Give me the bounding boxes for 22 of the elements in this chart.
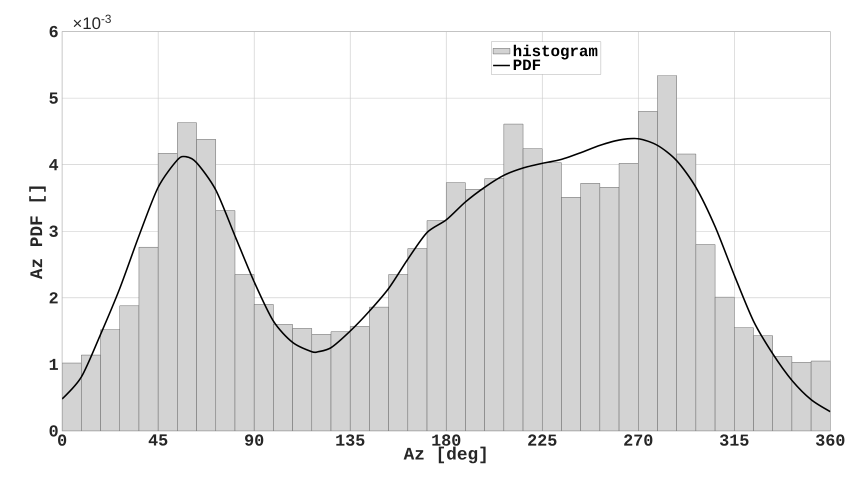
x-tick-label: 45 — [148, 434, 168, 446]
x-tick-label: 0 — [58, 434, 66, 446]
x-tick-label: 225 — [528, 434, 556, 446]
y-tick-label: 6 — [50, 26, 58, 38]
x-tick-label: 90 — [245, 434, 264, 446]
x-axis-title: Az [deg] — [404, 446, 486, 464]
y-tick-label: 4 — [49, 159, 58, 170]
x-tick-label: 135 — [336, 434, 364, 446]
x-tick-label: 315 — [720, 434, 748, 446]
y-axis-title: Az PDF [] — [29, 186, 46, 280]
legend-label: PDF — [514, 60, 540, 70]
y-tick-label: 1 — [50, 358, 58, 370]
y-tick-label: 2 — [50, 292, 58, 304]
text: ×10$^{-3}$ — [74, 14, 111, 30]
y-tick-label: 3 — [49, 226, 58, 237]
x-tick-label: 180 — [432, 434, 460, 446]
line-series — [62, 138, 830, 412]
x-tick-label: 360 — [816, 434, 844, 446]
legend-label: histogram — [514, 44, 598, 60]
y-tick-label: 5 — [49, 92, 58, 104]
x-tick-label: 270 — [624, 434, 652, 446]
y-tick-label: 0 — [50, 425, 58, 437]
